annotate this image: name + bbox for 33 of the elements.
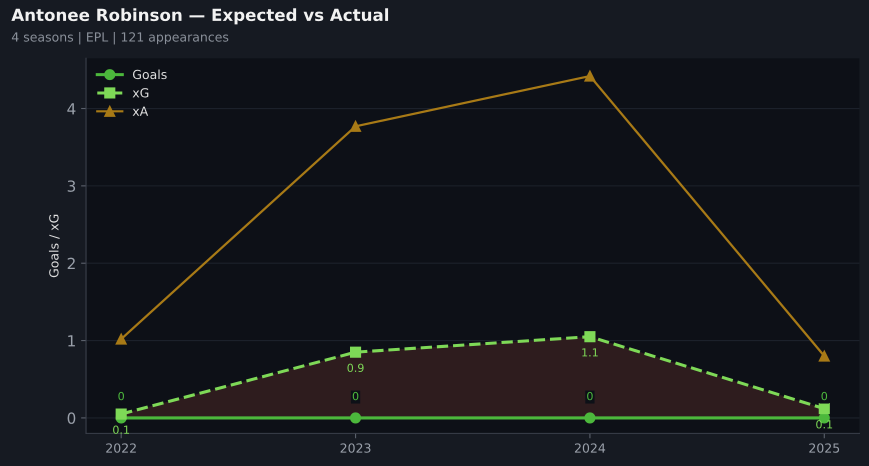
legend-label: xA — [132, 106, 148, 116]
point — [350, 120, 362, 132]
point — [818, 350, 830, 362]
chart-title: Antonee Robinson — Expected vs Actual — [11, 8, 388, 24]
point — [350, 412, 362, 424]
x-tick-label: 2025 — [809, 443, 840, 453]
data-label: 0.9 — [347, 364, 364, 372]
data-label: 0 — [821, 392, 828, 400]
point — [350, 346, 362, 358]
x-tick-label: 2023 — [340, 443, 370, 453]
point — [116, 408, 127, 420]
data-label: 0 — [118, 392, 124, 400]
x-tick-label: 2022 — [106, 443, 136, 453]
data-label: 0.1 — [816, 420, 832, 429]
legend-label: Goals — [132, 70, 167, 80]
data-label: 0.1 — [113, 426, 129, 434]
x-tick-label: 2024 — [574, 443, 606, 453]
point — [584, 70, 596, 82]
y-tick-label: 4 — [67, 103, 76, 114]
y-tick-label: 0 — [68, 412, 76, 424]
y-axis-title: Goals / xG — [48, 214, 60, 278]
point — [818, 403, 830, 414]
data-label: 1.1 — [582, 348, 598, 356]
y-tick-label: 2 — [68, 258, 75, 270]
point — [584, 331, 596, 342]
legend-label: xG — [132, 88, 148, 98]
chart-subtitle: 4 seasons | EPL | 121 appearances — [12, 32, 228, 44]
data-label: 0 — [587, 392, 593, 400]
point — [584, 412, 596, 424]
point — [116, 333, 127, 345]
y-tick-label: 3 — [68, 180, 76, 192]
y-tick-label: 1 — [68, 335, 75, 346]
data-label: 0 — [352, 392, 358, 400]
